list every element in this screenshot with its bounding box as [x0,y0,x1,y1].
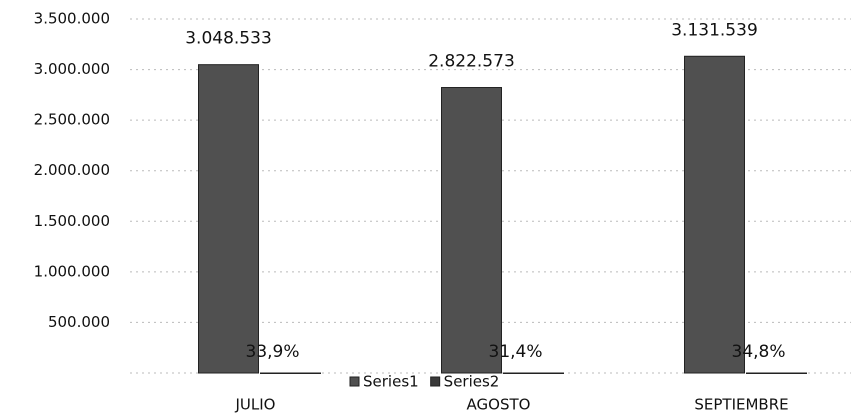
bar [441,87,502,374]
y-tick-label: 2.000.000 [34,161,110,179]
value-label: 31,4% [489,342,543,362]
legend-label: Series1 [363,373,419,391]
x-tick-label: SEPTIEMBRE [694,396,788,414]
y-tick-label: 2.500.000 [34,111,110,129]
bar [746,372,807,374]
bar [260,372,321,374]
y-tick-label: 1.500.000 [34,212,110,230]
x-tick-label: AGOSTO [467,396,531,414]
y-tick-label: 3.000.000 [34,60,110,78]
legend-swatch [349,376,360,387]
y-tick-label: 1.000.000 [34,262,110,280]
value-label: 3.131.539 [671,20,758,40]
legend-swatch [430,376,441,387]
x-tick-label: JULIO [235,396,276,414]
y-tick-label: 500.000 [48,313,110,331]
value-label: 34,8% [732,342,786,362]
legend-label: Series2 [444,373,500,391]
value-label: 3.048.533 [185,29,272,49]
value-label: 33,9% [246,342,300,362]
value-label: 2.822.573 [428,52,515,72]
bar [684,55,745,374]
bar [503,372,564,374]
y-tick-label: 3.500.000 [34,10,110,28]
bar [198,64,259,374]
